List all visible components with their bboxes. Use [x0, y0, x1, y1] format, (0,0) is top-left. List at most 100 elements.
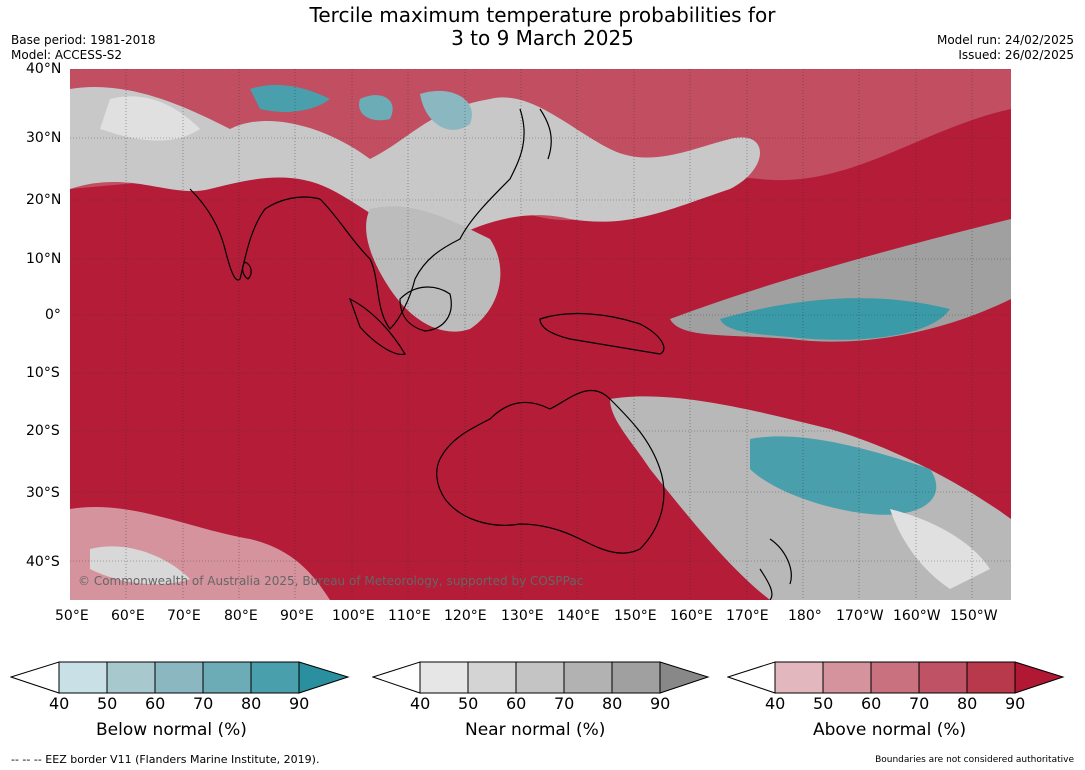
lon-label: 130°E: [501, 608, 544, 624]
lon-label: 160°W: [893, 608, 941, 624]
colorbar-tick: 90: [289, 694, 310, 713]
lon-label: 60°E: [111, 608, 145, 624]
above-normal-label: Above normal (%): [813, 720, 967, 740]
lat-label: 40°N: [26, 61, 62, 77]
colorbar-bin: [154, 661, 204, 694]
below-normal-tibet: [359, 95, 393, 121]
lon-label: 150°W: [950, 608, 998, 624]
lon-label: 50°E: [55, 608, 89, 624]
below-normal-eq-pacific: [720, 298, 950, 340]
colorbar-bin: [563, 661, 613, 694]
boundaries-disclaimer: Boundaries are not considered authoritat…: [875, 755, 1074, 765]
colorbar-tick: 70: [909, 694, 930, 713]
lat-label: 10°S: [26, 365, 60, 381]
colorbar-tick: 90: [1005, 694, 1026, 713]
lon-label: 140°E: [557, 608, 600, 624]
issued-date: Issued: 26/02/2025: [958, 48, 1074, 62]
colorbar-upper-extension: [1014, 661, 1065, 694]
lat-label: 20°S: [26, 423, 60, 439]
below-normal-himalaya: [250, 84, 330, 112]
graticule: [70, 69, 1011, 600]
lon-label: 160°E: [670, 608, 713, 624]
model-run: Model run: 24/02/2025: [936, 33, 1074, 47]
colorbar-bin: [106, 661, 156, 694]
lat-label: 40°S: [26, 554, 60, 570]
colorbar-upper-extension: [659, 661, 710, 694]
borneo-coast: [399, 286, 452, 332]
colorbar-tick: 80: [957, 694, 978, 713]
lon-label: 180°: [788, 608, 822, 624]
near-normal-colorbar: [372, 661, 710, 694]
lon-label: 120°E: [444, 608, 487, 624]
lon-label: 150°E: [614, 608, 657, 624]
colorbar-bin: [822, 661, 872, 694]
colorbar-tick: 40: [410, 694, 431, 713]
australia-coast: [436, 389, 665, 554]
eez-border-legend: -- -- -- EEZ border V11 (Flanders Marine…: [11, 753, 320, 766]
colorbar-bin: [419, 661, 469, 694]
india-coast: [189, 188, 321, 281]
colorbar-bin: [774, 661, 824, 694]
sri-lanka-coast: [242, 261, 252, 280]
colorbar-tick: 60: [145, 694, 166, 713]
below-normal-south-pacific: [750, 436, 937, 515]
colorbar-bin: [611, 661, 661, 694]
colorbar-tick: 60: [861, 694, 882, 713]
lon-label: 80°E: [224, 608, 258, 624]
map-title: Tercile maximum temperature probabilitie…: [0, 4, 1085, 50]
title-line-2: 3 to 9 March 2025: [451, 26, 634, 50]
colorbar-upper-extension: [298, 661, 350, 694]
below-normal-label: Below normal (%): [96, 720, 247, 740]
lat-label: 30°N: [26, 130, 62, 146]
title-line-1: Tercile maximum temperature probabilitie…: [309, 3, 776, 27]
lon-label: 100°E: [332, 608, 375, 624]
colorbar-tick: 70: [193, 694, 214, 713]
above-normal-colorbar: [727, 661, 1065, 694]
colorbar-tick: 40: [49, 694, 70, 713]
lon-label: 110°E: [388, 608, 431, 624]
below-normal-china: [420, 90, 472, 130]
colorbar-bin: [58, 661, 108, 694]
lat-label: 0°: [45, 307, 61, 323]
new-guinea-coast: [539, 312, 665, 355]
lat-label: 30°S: [26, 485, 60, 501]
colorbar-bin: [467, 661, 517, 694]
lon-label: 70°E: [167, 608, 201, 624]
new-zealand-coast: [759, 538, 792, 600]
sumatra-coast: [348, 297, 406, 355]
colorbar-tick: 90: [650, 694, 671, 713]
probability-map[interactable]: © Commonwealth of Australia 2025, Bureau…: [70, 69, 1011, 600]
lat-label: 10°N: [26, 251, 62, 267]
colorbar-tick: 80: [602, 694, 623, 713]
colorbar-bin: [250, 661, 300, 694]
colorbar-bin: [966, 661, 1016, 694]
colorbar-tick: 50: [813, 694, 834, 713]
copyright-notice: © Commonwealth of Australia 2025, Bureau…: [78, 574, 583, 588]
colorbar-tick: 60: [506, 694, 527, 713]
japan-coast: [539, 108, 552, 160]
lat-label: 20°N: [26, 192, 62, 208]
colorbar-lower-extension: [727, 661, 776, 694]
near-normal-west: [100, 96, 200, 141]
colorbar-tick: 50: [97, 694, 118, 713]
colorbar-bin: [870, 661, 920, 694]
colorbar-bin: [202, 661, 252, 694]
colorbar-bin: [918, 661, 968, 694]
near-normal-southern-ocean: [90, 546, 190, 585]
colorbar-lower-extension: [10, 661, 60, 694]
near-normal-label: Near normal (%): [465, 720, 606, 740]
model-name: Model: ACCESS-S2: [11, 48, 123, 62]
colorbar-tick: 50: [458, 694, 479, 713]
lon-label: 90°E: [280, 608, 314, 624]
base-period: Base period: 1981-2018: [11, 33, 156, 47]
colorbar-bin: [515, 661, 565, 694]
colorbar-tick: 70: [554, 694, 575, 713]
lon-label: 170°E: [726, 608, 769, 624]
colorbar-tick: 80: [241, 694, 262, 713]
near-normal-nz-east: [890, 509, 990, 589]
colorbar-lower-extension: [372, 661, 421, 694]
lon-label: 170°W: [836, 608, 884, 624]
colorbar-tick: 40: [765, 694, 786, 713]
near-normal-north-asia: [70, 87, 760, 241]
southeast-asia-coast: [319, 108, 525, 330]
